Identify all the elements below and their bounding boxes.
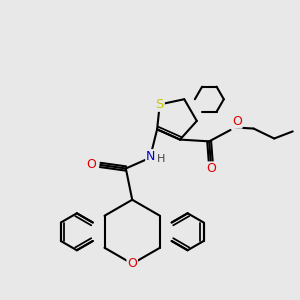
Text: N: N <box>146 150 155 163</box>
Text: O: O <box>127 257 137 270</box>
Text: S: S <box>155 98 164 111</box>
Text: O: O <box>206 162 216 175</box>
Text: H: H <box>157 154 165 164</box>
Text: O: O <box>232 115 242 128</box>
Text: O: O <box>86 158 96 171</box>
